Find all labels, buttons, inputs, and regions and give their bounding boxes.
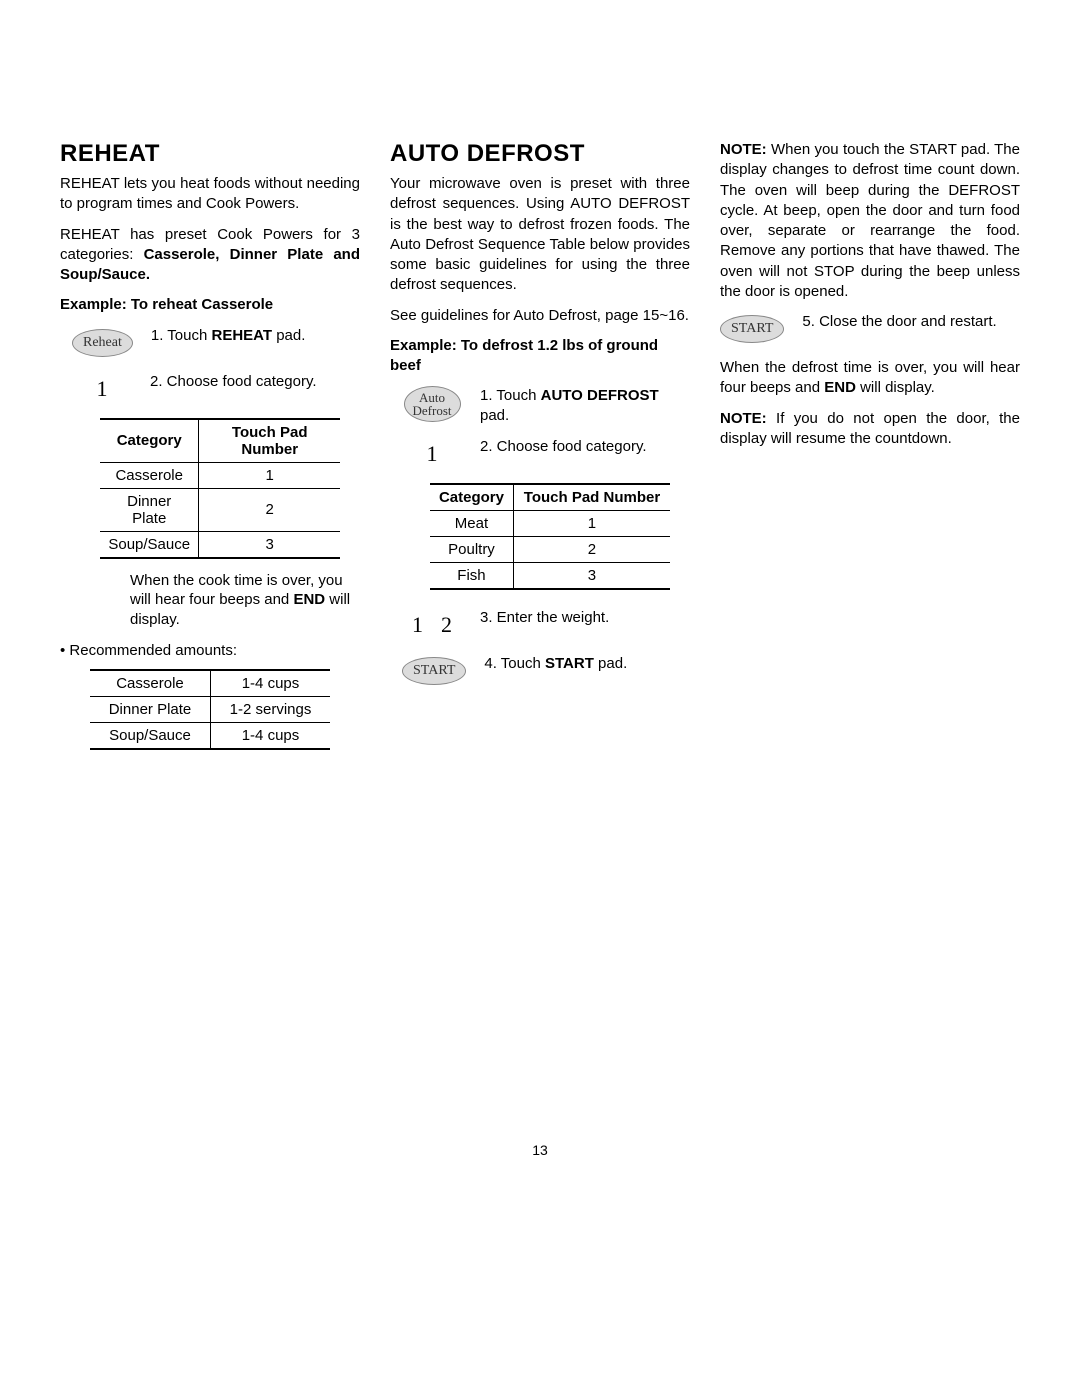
cell: Poultry <box>430 537 513 563</box>
manual-page: REHEAT REHEAT lets you heat foods withou… <box>0 0 1080 1198</box>
th-pad: Touch Pad Number <box>199 419 340 463</box>
th-category: Category <box>430 484 513 511</box>
note1-bold: NOTE: <box>720 141 767 158</box>
th-pad: Touch Pad Number <box>513 484 670 511</box>
reheat-intro: REHEAT lets you heat foods without needi… <box>60 174 360 215</box>
end2-bold: END <box>824 379 856 396</box>
cell: Dinner Plate <box>100 488 199 531</box>
end-bold: END <box>293 591 325 608</box>
cell: Soup/Sauce <box>90 723 210 750</box>
start-pad-icon: START <box>402 654 466 688</box>
column-reheat: REHEAT REHEAT lets you heat foods withou… <box>60 140 360 762</box>
cell: 1 <box>199 462 340 488</box>
defrost-example-label: Example: To defrost 1.2 lbs of ground be… <box>390 336 690 377</box>
th-category: Category <box>100 419 199 463</box>
d1-bold: AUTO DEFROST <box>541 387 659 404</box>
defrost-step2-text: 2. Choose food category. <box>480 437 690 457</box>
column-notes: NOTE: When you touch the START pad. The … <box>720 140 1020 762</box>
reheat-example-label: Example: To reheat Casserole <box>60 295 360 315</box>
defrost-step-3: 1 2 3. Enter the weight. <box>402 608 690 642</box>
ad-l2: Defrost <box>413 403 452 418</box>
defrost-step-5: START 5. Close the door and restart. <box>720 312 1020 346</box>
page-number: 13 <box>60 1142 1020 1158</box>
reheat-pad-icon: Reheat <box>72 326 133 360</box>
cell: Dinner Plate <box>90 697 210 723</box>
auto-defrost-icon: Auto Defrost <box>404 386 461 422</box>
digit-1-icon: 1 <box>72 372 132 406</box>
defrost-step-4: START 4. Touch START pad. <box>402 654 690 688</box>
s1-suffix: pad. <box>272 327 305 344</box>
start-icon: START <box>402 657 466 685</box>
s1-prefix: 1. Touch <box>151 327 212 344</box>
digit-1-icon: 1 <box>402 437 462 471</box>
digit-2: 2 <box>441 612 452 638</box>
end2-suffix: will display. <box>856 379 935 396</box>
cell: Fish <box>430 563 513 590</box>
d1-prefix: 1. Touch <box>480 387 541 404</box>
start-pad-icon: START <box>720 312 784 346</box>
reheat-step-1: Reheat 1. Touch REHEAT pad. <box>72 326 360 360</box>
digit-1: 1 <box>97 376 108 402</box>
cell: 2 <box>199 488 340 531</box>
d1-suffix: pad. <box>480 407 509 424</box>
digits-12-icon: 1 2 <box>402 608 462 642</box>
s1-bold: REHEAT <box>211 327 272 344</box>
reheat-step1-text: 1. Touch REHEAT pad. <box>151 326 360 346</box>
d4-bold: START <box>545 655 594 672</box>
auto-defrost-pad-icon: Auto Defrost <box>402 386 462 422</box>
note-1: NOTE: When you touch the START pad. The … <box>720 140 1020 302</box>
digit-1b: 1 <box>427 441 438 467</box>
reheat-category-table: Category Touch Pad Number Casserole1 Din… <box>100 418 340 559</box>
cell: Casserole <box>90 670 210 697</box>
recommended-label: • Recommended amounts: <box>60 641 360 661</box>
reheat-step2-text: 2. Choose food category. <box>150 372 360 392</box>
d4-prefix: 4. Touch <box>484 655 545 672</box>
cell: 1-2 servings <box>210 697 330 723</box>
note2-bold: NOTE: <box>720 410 767 427</box>
start-icon: START <box>720 315 784 343</box>
defrost-step-1: Auto Defrost 1. Touch AUTO DEFROST pad. <box>402 386 690 425</box>
reheat-end-note: When the cook time is over, you will hea… <box>130 571 360 630</box>
defrost-step1-text: 1. Touch AUTO DEFROST pad. <box>480 386 690 425</box>
cell: 1-4 cups <box>210 670 330 697</box>
cell: 3 <box>199 531 340 558</box>
cell: Casserole <box>100 462 199 488</box>
reheat-step-2: 1 2. Choose food category. <box>72 372 360 406</box>
defrost-step4-text: 4. Touch START pad. <box>484 654 690 674</box>
cell: 1-4 cups <box>210 723 330 750</box>
cell: 3 <box>513 563 670 590</box>
defrost-step5-text: 5. Close the door and restart. <box>802 312 1020 332</box>
cell: Meat <box>430 511 513 537</box>
digit-1c: 1 <box>412 612 423 638</box>
cell: 1 <box>513 511 670 537</box>
note-2: NOTE: If you do not open the door, the d… <box>720 409 1020 450</box>
reheat-amounts-table: Casserole1-4 cups Dinner Plate1-2 servin… <box>90 669 330 750</box>
column-defrost: AUTO DEFROST Your microwave oven is pres… <box>390 140 690 762</box>
defrost-heading: AUTO DEFROST <box>390 140 690 168</box>
defrost-end-note: When the defrost time is over, you will … <box>720 358 1020 399</box>
reheat-icon: Reheat <box>72 329 133 357</box>
defrost-step-2: 1 2. Choose food category. <box>402 437 690 471</box>
cell: 2 <box>513 537 670 563</box>
reheat-preset: REHEAT has preset Cook Powers for 3 cate… <box>60 225 360 286</box>
cell: Soup/Sauce <box>100 531 199 558</box>
note1-text: When you touch the START pad. The displa… <box>720 141 1020 300</box>
reheat-heading: REHEAT <box>60 140 360 168</box>
defrost-step3-text: 3. Enter the weight. <box>480 608 690 628</box>
defrost-category-table: Category Touch Pad Number Meat1 Poultry2… <box>430 483 670 590</box>
defrost-intro: Your microwave oven is preset with three… <box>390 174 690 296</box>
d4-suffix: pad. <box>594 655 627 672</box>
column-wrap: REHEAT REHEAT lets you heat foods withou… <box>60 140 1020 762</box>
defrost-see: See guidelines for Auto Defrost, page 15… <box>390 306 690 326</box>
